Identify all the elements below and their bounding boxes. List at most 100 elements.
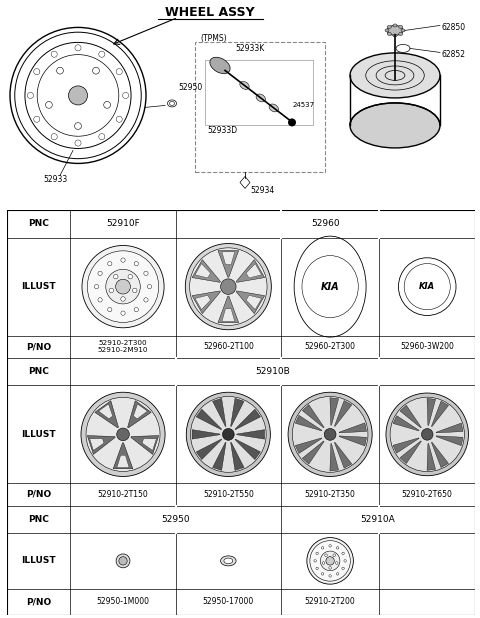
Ellipse shape: [116, 279, 131, 294]
Polygon shape: [400, 441, 421, 464]
Polygon shape: [218, 250, 239, 277]
Ellipse shape: [134, 261, 138, 266]
Polygon shape: [230, 399, 244, 426]
Text: 52950: 52950: [161, 515, 190, 524]
Ellipse shape: [109, 288, 114, 293]
Ellipse shape: [320, 551, 340, 570]
Text: 52910-2T300
52910-2M910: 52910-2T300 52910-2M910: [98, 340, 148, 353]
Ellipse shape: [98, 271, 102, 276]
Ellipse shape: [121, 311, 125, 315]
Ellipse shape: [191, 397, 266, 472]
Polygon shape: [432, 401, 448, 426]
Text: PNC: PNC: [28, 219, 49, 229]
Ellipse shape: [108, 308, 112, 311]
Polygon shape: [230, 442, 244, 470]
Polygon shape: [235, 409, 261, 430]
Ellipse shape: [404, 263, 450, 310]
Polygon shape: [295, 438, 322, 454]
Ellipse shape: [398, 258, 456, 315]
Ellipse shape: [390, 397, 464, 472]
Ellipse shape: [342, 552, 344, 554]
Ellipse shape: [144, 298, 148, 302]
Polygon shape: [246, 295, 262, 310]
Polygon shape: [436, 436, 463, 446]
Text: 52960-2T100: 52960-2T100: [203, 342, 254, 351]
Ellipse shape: [333, 554, 336, 556]
Ellipse shape: [307, 538, 353, 584]
Ellipse shape: [144, 271, 148, 276]
Polygon shape: [95, 400, 119, 428]
Ellipse shape: [329, 544, 331, 547]
Ellipse shape: [147, 284, 152, 289]
Ellipse shape: [86, 397, 160, 472]
Ellipse shape: [385, 29, 389, 32]
Polygon shape: [339, 423, 367, 433]
Polygon shape: [236, 291, 264, 313]
Polygon shape: [113, 442, 133, 469]
Ellipse shape: [288, 392, 372, 476]
Text: ILLUST: ILLUST: [22, 430, 56, 439]
Text: 52960-2T300: 52960-2T300: [305, 342, 356, 351]
Text: 52910-2T350: 52910-2T350: [305, 490, 356, 499]
Text: P/NO: P/NO: [26, 597, 51, 606]
Ellipse shape: [387, 25, 403, 35]
Polygon shape: [236, 260, 264, 282]
Text: 52910B: 52910B: [255, 367, 290, 376]
Ellipse shape: [386, 393, 468, 476]
Ellipse shape: [81, 392, 165, 476]
Polygon shape: [90, 439, 104, 451]
Ellipse shape: [387, 33, 391, 35]
Ellipse shape: [132, 288, 137, 293]
Text: 52933K: 52933K: [235, 44, 264, 53]
Text: WHEEL ASSY: WHEEL ASSY: [165, 6, 255, 19]
Ellipse shape: [336, 562, 338, 564]
Polygon shape: [339, 436, 367, 446]
Polygon shape: [192, 430, 220, 439]
Ellipse shape: [421, 429, 433, 440]
Ellipse shape: [117, 428, 129, 441]
Polygon shape: [436, 423, 463, 433]
Text: KIA: KIA: [321, 282, 339, 292]
Ellipse shape: [294, 236, 366, 337]
Polygon shape: [400, 405, 421, 428]
Text: 52950-17000: 52950-17000: [203, 597, 254, 606]
Polygon shape: [330, 444, 338, 471]
Polygon shape: [99, 404, 113, 419]
Polygon shape: [302, 405, 324, 428]
Polygon shape: [393, 416, 419, 431]
Text: 24537: 24537: [293, 103, 315, 108]
Ellipse shape: [393, 34, 397, 37]
Ellipse shape: [324, 428, 336, 440]
Polygon shape: [222, 309, 235, 321]
Polygon shape: [196, 439, 222, 460]
Text: 52933D: 52933D: [207, 126, 237, 135]
Polygon shape: [246, 264, 262, 278]
Ellipse shape: [108, 261, 112, 266]
Ellipse shape: [322, 573, 324, 575]
Ellipse shape: [95, 284, 99, 289]
Ellipse shape: [329, 575, 331, 577]
Ellipse shape: [134, 308, 138, 311]
Ellipse shape: [116, 554, 130, 568]
Ellipse shape: [336, 573, 339, 575]
Polygon shape: [235, 439, 261, 460]
Polygon shape: [237, 430, 264, 439]
Polygon shape: [432, 442, 448, 468]
Text: 52960-3W200: 52960-3W200: [400, 342, 454, 351]
Ellipse shape: [82, 245, 164, 328]
Polygon shape: [302, 441, 324, 464]
Polygon shape: [196, 409, 222, 430]
Text: 52933: 52933: [43, 176, 67, 184]
Polygon shape: [295, 415, 322, 431]
Polygon shape: [192, 291, 220, 313]
Ellipse shape: [310, 541, 350, 581]
Ellipse shape: [350, 103, 440, 148]
Ellipse shape: [224, 558, 233, 564]
Text: P/NO: P/NO: [26, 490, 51, 499]
Text: 52910-2T550: 52910-2T550: [203, 490, 254, 499]
Ellipse shape: [387, 25, 391, 28]
Ellipse shape: [344, 560, 347, 562]
Ellipse shape: [121, 297, 125, 301]
Ellipse shape: [322, 547, 324, 549]
Ellipse shape: [114, 274, 118, 279]
